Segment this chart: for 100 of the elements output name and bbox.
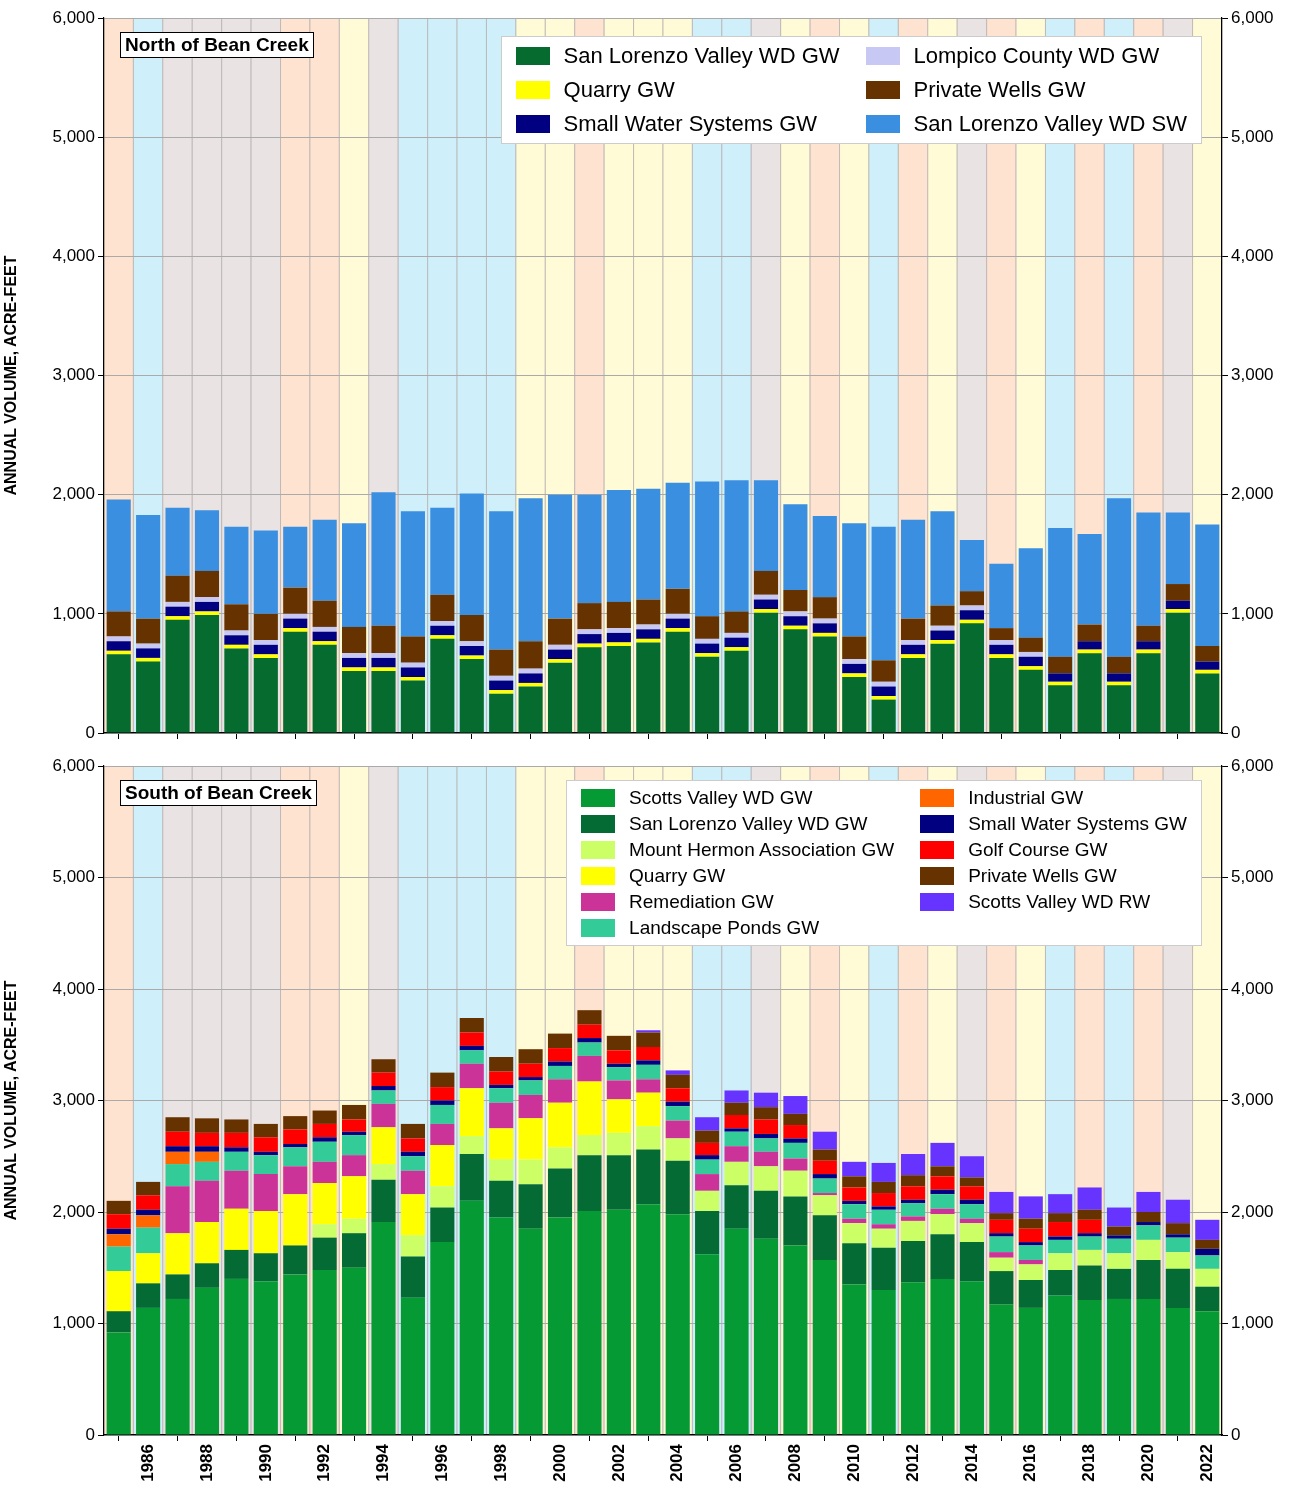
bar (871, 1247, 896, 1291)
bar (165, 1298, 190, 1435)
y2-tick-label: 0 (1231, 722, 1241, 742)
bar (518, 1184, 543, 1229)
bar (371, 1086, 396, 1091)
bar (812, 1160, 837, 1175)
bar (1018, 1196, 1043, 1219)
bar (959, 623, 984, 733)
bar (959, 1186, 984, 1200)
bar (430, 1104, 455, 1124)
bar (342, 1218, 367, 1234)
bar (695, 653, 720, 657)
bar (136, 1209, 161, 1216)
bar (283, 1147, 308, 1167)
bar (636, 1046, 661, 1061)
bar (194, 597, 220, 602)
legend-label: Quarry GW (563, 77, 675, 103)
legend-label: San Lorenzo Valley WD GW (563, 43, 840, 69)
bar (665, 1070, 690, 1075)
bar (518, 1063, 543, 1078)
bar (871, 1290, 896, 1435)
bar (400, 667, 425, 677)
bar (753, 480, 779, 571)
bar (1018, 651, 1043, 657)
bar (342, 671, 367, 733)
x-tick-label: 1998 (490, 1444, 510, 1482)
bar (1077, 533, 1102, 625)
bar (312, 631, 337, 642)
bar (165, 1164, 190, 1187)
y2-tick-label: 3,000 (1231, 1090, 1274, 1110)
bar (783, 1158, 808, 1171)
bar (959, 1204, 984, 1219)
bar (783, 629, 808, 733)
bar (430, 625, 455, 636)
bar (636, 642, 661, 733)
bar (459, 493, 484, 616)
bar (1195, 673, 1220, 733)
bar (1048, 1269, 1073, 1296)
bar (871, 1206, 896, 1210)
bar (283, 1116, 308, 1130)
x-tick-label: 1986 (137, 1444, 157, 1482)
bar (1136, 625, 1161, 642)
bar (106, 1311, 131, 1333)
bar (901, 618, 926, 641)
bar (812, 623, 837, 633)
legend-label: Private Wells GW (968, 865, 1117, 887)
bar (989, 640, 1014, 645)
bar (253, 640, 278, 645)
bar (165, 601, 190, 607)
bar (783, 1125, 808, 1139)
bar (1018, 656, 1043, 667)
bar (989, 644, 1014, 655)
bar (871, 699, 896, 733)
bar (283, 1274, 308, 1435)
bar (871, 1181, 896, 1194)
bar (342, 626, 367, 654)
bar (312, 1110, 337, 1124)
bar (1165, 1199, 1190, 1224)
bar (1106, 1253, 1132, 1269)
legend-label: Industrial GW (968, 787, 1084, 809)
bar (724, 1114, 749, 1129)
bar (901, 1186, 926, 1200)
bar (371, 653, 396, 658)
bar (695, 1117, 720, 1131)
bar (1106, 1268, 1132, 1299)
bar (989, 1257, 1014, 1272)
bar (606, 601, 631, 629)
x-tick-label: 2022 (1196, 1444, 1216, 1482)
bar (989, 1219, 1014, 1234)
bar (1048, 656, 1073, 674)
bar (930, 1234, 955, 1279)
bar (165, 1117, 190, 1132)
bar (342, 1233, 367, 1268)
bar (194, 1222, 220, 1264)
bar (606, 1080, 631, 1100)
bar (136, 618, 161, 644)
bar (930, 1208, 955, 1215)
bar (253, 1123, 278, 1138)
bar (283, 628, 308, 632)
bar (959, 1177, 984, 1187)
bar (547, 1168, 573, 1218)
bar (1195, 1239, 1220, 1249)
bar (253, 654, 278, 658)
bar (665, 631, 690, 733)
y-tick-label: 1,000 (52, 603, 95, 623)
bar (901, 1216, 926, 1221)
bar (636, 629, 661, 639)
legend-label: Small Water Systems GW (968, 813, 1187, 835)
bar (577, 494, 602, 604)
y2-tick-label: 1,000 (1231, 1313, 1274, 1333)
bar (400, 636, 425, 663)
bar (724, 1228, 749, 1435)
bar (400, 1297, 425, 1435)
bar (930, 605, 955, 626)
bar (489, 1071, 514, 1085)
bar (371, 1103, 396, 1128)
bar (901, 519, 926, 619)
bar (400, 1256, 425, 1298)
text: South of Bean Creek (120, 780, 317, 806)
bar (1018, 1245, 1043, 1260)
